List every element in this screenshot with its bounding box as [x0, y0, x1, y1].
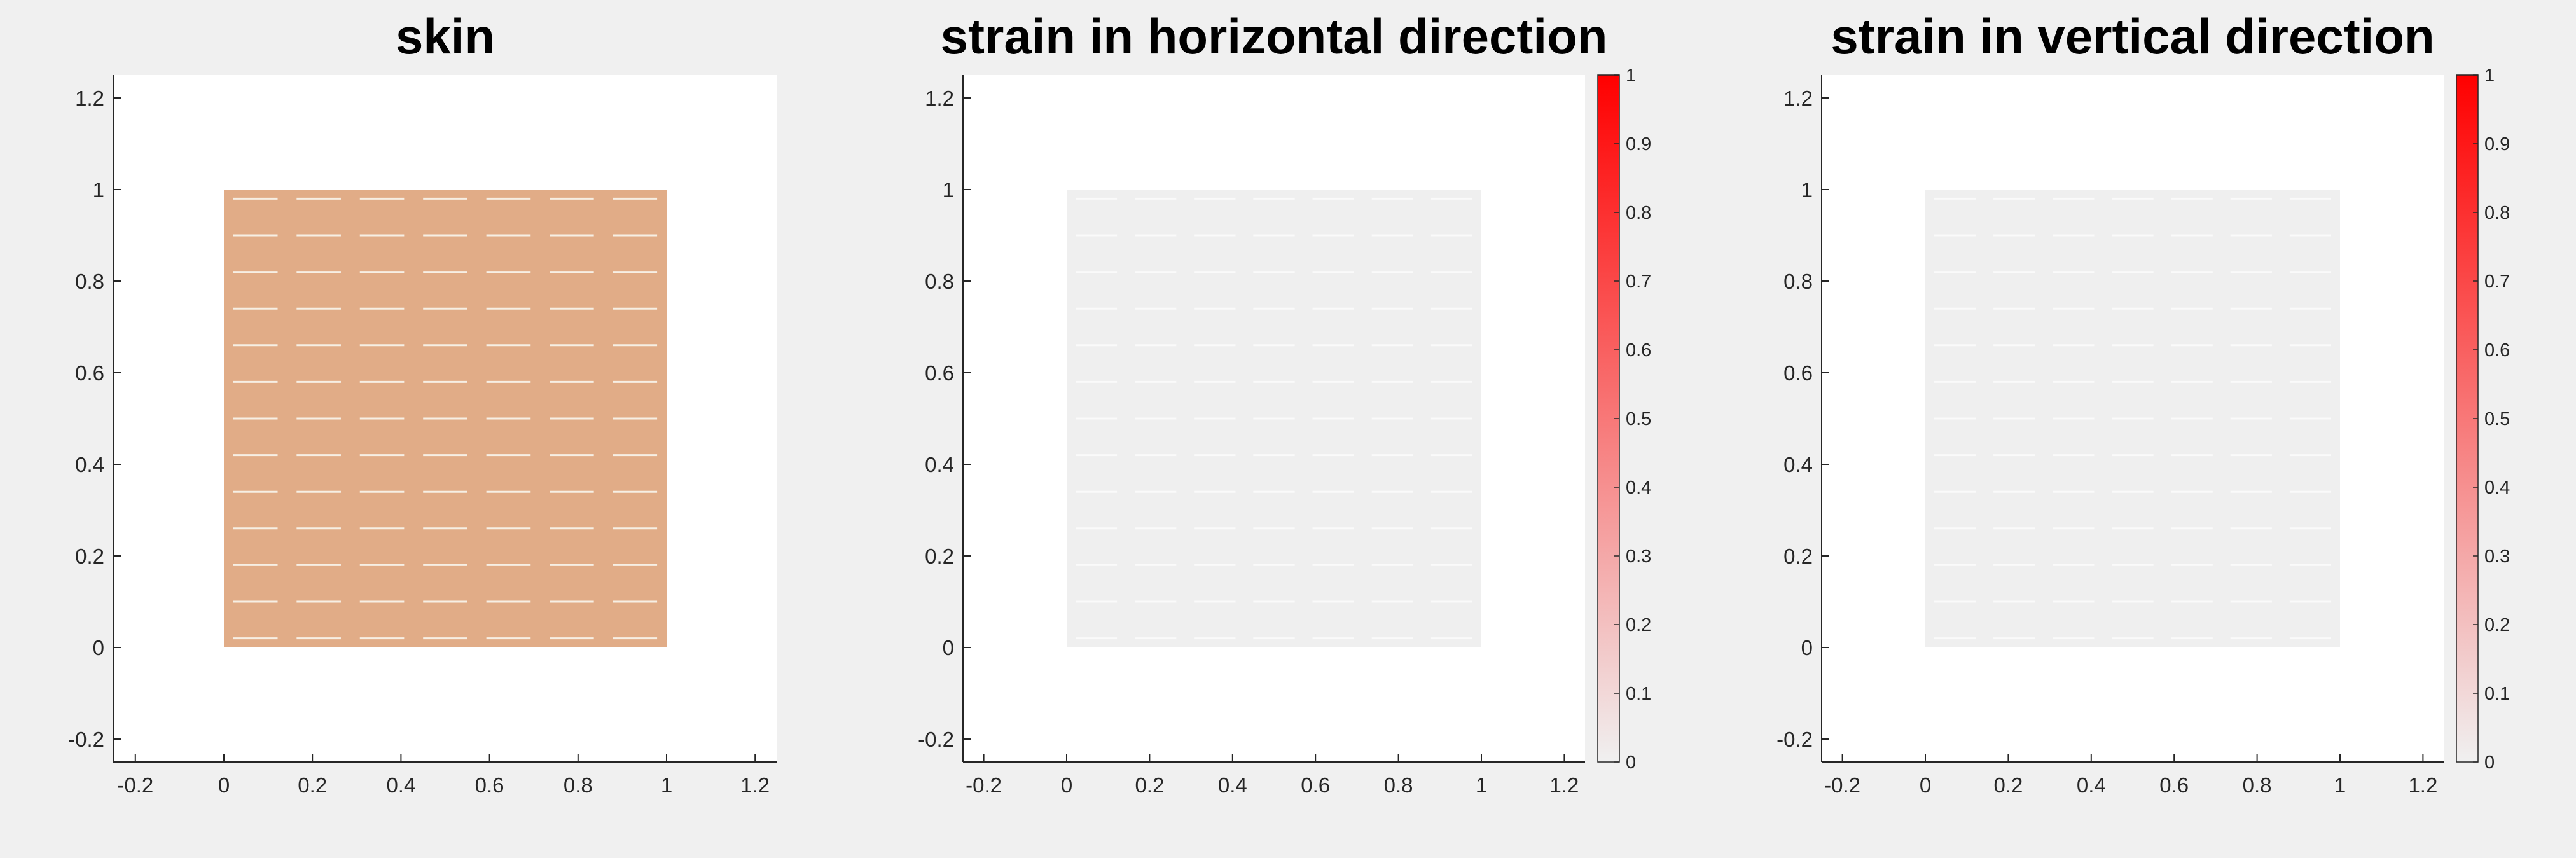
x-tick-label: 1 — [2334, 773, 2346, 797]
y-tick-label: 0.6 — [925, 361, 954, 385]
colorbar-tick-label: 0.1 — [1626, 684, 1651, 704]
y-tick-label: 1.2 — [925, 86, 954, 110]
x-tick-label: 0.2 — [1993, 773, 2023, 797]
panel-strain-horizontal: -0.2 0 0.2 0.4 0.6 0.8 1 1.2 -0.2 0 0.2 0.4 0.6 0.8 1 1… — [918, 8, 1651, 797]
colorbar-tick-label: 0.9 — [2484, 134, 2510, 155]
colorbar-tick-label: 0.4 — [2484, 478, 2510, 498]
colorbar-tick-label: 0.3 — [2484, 546, 2510, 567]
colorbar-tick-label: 0 — [1626, 752, 1636, 773]
x-tick-label: -0.2 — [966, 773, 1002, 797]
colorbar-tick-label: 1 — [1626, 66, 1636, 86]
colorbar-tick-label: 1 — [2484, 66, 2495, 86]
y-tick-label: -0.2 — [918, 728, 954, 751]
y-tick-label: 1 — [943, 178, 954, 202]
panel-strain-vertical: -0.2 0 0.2 0.4 0.6 0.8 1 1.2 -0.2 0 0.2 0.4 0.6 0.8 1 1… — [1776, 8, 2510, 797]
y-tick-label: 0.8 — [75, 270, 104, 293]
x-tick-label: 1.2 — [1549, 773, 1579, 797]
y-tick-label: 1 — [93, 178, 104, 202]
y-tick-label: 0 — [1801, 636, 1813, 660]
y-tick-label: 1.2 — [1783, 86, 1813, 110]
x-tick-label: 1.2 — [2408, 773, 2437, 797]
colorbar-tick-label: 0.5 — [2484, 409, 2510, 429]
colorbar-tick-label: 0.9 — [1626, 134, 1651, 155]
y-tick-label: 0.2 — [1783, 544, 1813, 568]
y-tick-label: 0.4 — [1783, 453, 1813, 476]
colorbar-tick-label: 0 — [2484, 752, 2495, 773]
x-tick-label: 1.2 — [740, 773, 770, 797]
colorbar-tick-label: 0.3 — [1626, 546, 1651, 567]
colorbar-tick-label: 0.6 — [2484, 340, 2510, 361]
y-tick-label: 0 — [943, 636, 954, 660]
x-tick-label: 0 — [1061, 773, 1072, 797]
panel-title: strain in vertical direction — [1831, 8, 2434, 64]
y-tick-label: 0.8 — [1783, 270, 1813, 293]
y-tick-label: 0.8 — [925, 270, 954, 293]
x-tick-label: 0.8 — [564, 773, 593, 797]
y-tick-label: 0.6 — [1783, 361, 1813, 385]
x-tick-label: 0.4 — [1218, 773, 1247, 797]
y-tick-label: 0.2 — [925, 544, 954, 568]
panel-title: strain in horizontal direction — [941, 8, 1608, 64]
x-tick-label: 0 — [218, 773, 230, 797]
x-tick-label: 0.2 — [1135, 773, 1164, 797]
colorbar-tick-label: 0.7 — [1626, 272, 1651, 292]
colorbar-tick-label: 0.1 — [2484, 684, 2510, 704]
x-tick-label: 0.2 — [298, 773, 327, 797]
panel-skin: -0.2 0 0.2 0.4 0.6 0.8 1 1.2 -0.2 0 0.2 0.4 0.6 0.8 1 1… — [68, 8, 777, 797]
panel-title: skin — [396, 8, 495, 64]
y-tick-label: -0.2 — [1776, 728, 1813, 751]
colorbar-tick-label: 0.5 — [1626, 409, 1651, 429]
y-tick-label: 0.4 — [75, 453, 104, 476]
y-tick-label: 0.4 — [925, 453, 954, 476]
x-tick-label: 0.8 — [2243, 773, 2272, 797]
y-tick-label: 1 — [1801, 178, 1813, 202]
colorbar-tick-label: 0.4 — [1626, 478, 1651, 498]
colorbar-tick-label: 0.6 — [1626, 340, 1651, 361]
x-tick-label: -0.2 — [117, 773, 153, 797]
y-tick-label: 0 — [93, 636, 104, 660]
x-tick-label: 0.8 — [1384, 773, 1413, 797]
y-tick-label: -0.2 — [68, 728, 104, 751]
y-tick-label: 0.6 — [75, 361, 104, 385]
colorbar-tick-label: 0.2 — [2484, 615, 2510, 635]
colorbar-tick-label: 0.8 — [2484, 203, 2510, 223]
x-tick-label: 0.6 — [2159, 773, 2189, 797]
x-tick-label: 0.6 — [1301, 773, 1330, 797]
x-tick-label: 0 — [1920, 773, 1931, 797]
colorbar-tick-label: 0.8 — [1626, 203, 1651, 223]
x-tick-label: 0.4 — [2077, 773, 2106, 797]
x-tick-label: 0.6 — [475, 773, 504, 797]
colorbar-tick-label: 0.7 — [2484, 272, 2510, 292]
y-tick-label: 0.2 — [75, 544, 104, 568]
x-tick-label: 0.4 — [386, 773, 415, 797]
x-tick-label: -0.2 — [1824, 773, 1860, 797]
x-tick-label: 1 — [661, 773, 672, 797]
y-tick-label: 1.2 — [75, 86, 104, 110]
colorbar-tick-label: 0.2 — [1626, 615, 1651, 635]
x-tick-label: 1 — [1476, 773, 1487, 797]
